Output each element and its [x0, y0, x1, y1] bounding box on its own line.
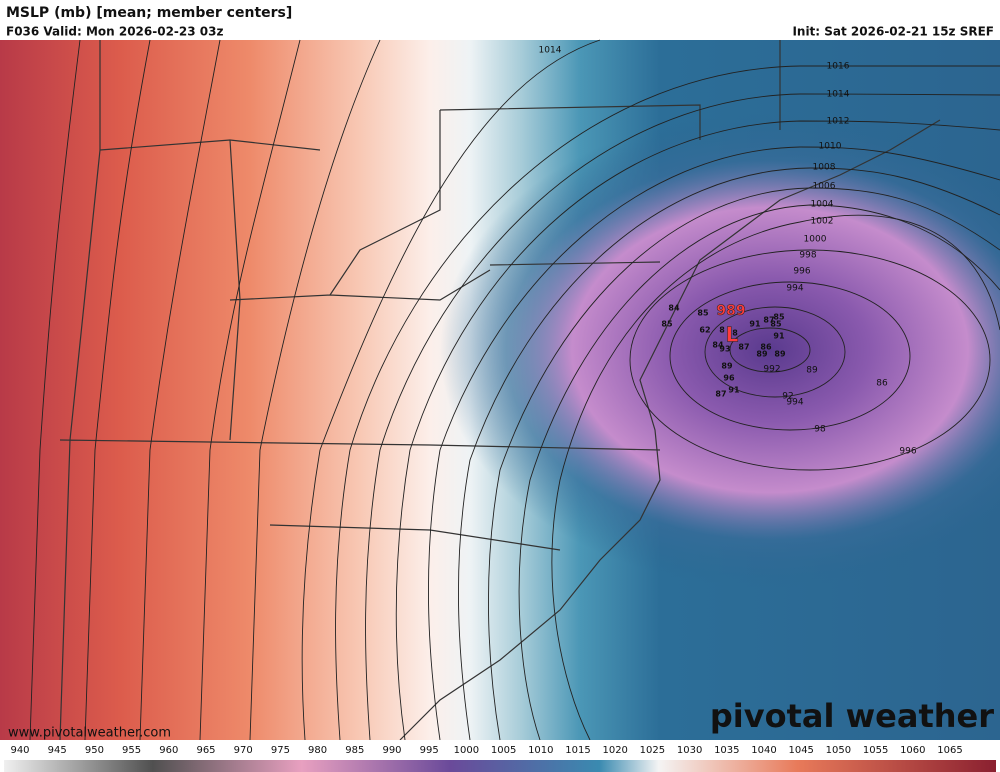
isobar-label: 1004	[811, 200, 834, 210]
colorbar-tick-label: 1055	[863, 745, 888, 756]
colorbar	[4, 760, 996, 772]
member-center: 84	[668, 304, 680, 313]
colorbar-tick-label: 1050	[826, 745, 851, 756]
colorbar-tick-label: 1030	[677, 745, 702, 756]
isobar-label: 994	[786, 284, 803, 294]
isobar-label: 92	[782, 392, 793, 402]
init-time: Init: Sat 2026-02-21 15z SREF	[792, 25, 994, 39]
colorbar-tick-label: 1035	[714, 745, 739, 756]
member-center: 89	[721, 362, 733, 371]
member-center: 85	[661, 320, 673, 329]
member-center: 89	[774, 350, 786, 359]
logo: pivotal weather	[710, 697, 994, 735]
member-center: 96	[723, 374, 735, 383]
colorbar-tick-label: 1005	[491, 745, 516, 756]
colorbar-tick-label: 945	[48, 745, 67, 756]
valid-time: F036 Valid: Mon 2026-02-23 03z	[6, 25, 223, 39]
isobars	[29, 39, 1000, 741]
isobar-label: 998	[799, 251, 816, 261]
colorbar-tick-label: 965	[196, 745, 215, 756]
member-center: 85	[697, 309, 709, 318]
colorbar-tick-label: 975	[271, 745, 290, 756]
colorbar-tick-label: 970	[234, 745, 253, 756]
colorbar-tick-label: 1010	[528, 745, 553, 756]
isobar-label: 1014	[539, 46, 562, 56]
isobar-label: 98	[814, 425, 826, 435]
isobar-label: 1010	[819, 142, 842, 152]
member-center: 85	[770, 320, 782, 329]
title: MSLP (mb) [mean; member centers]	[6, 5, 292, 21]
member-center: 84	[712, 341, 724, 350]
member-center: 8	[719, 326, 725, 335]
colorbar-tick-label: 1000	[454, 745, 479, 756]
member-center: 85	[773, 313, 785, 322]
member-center: 89	[756, 350, 768, 359]
member-center: 87	[738, 343, 749, 352]
colorbar-tick-label: 990	[382, 745, 401, 756]
isobar-label: 86	[876, 379, 888, 389]
colorbar-tick-label: 985	[345, 745, 364, 756]
member-center: 8	[732, 329, 738, 338]
member-center: 62	[699, 326, 710, 335]
colorbar-tick-label: 1060	[900, 745, 925, 756]
isobar-label: 992	[763, 365, 780, 375]
isobar-label: 1012	[827, 117, 850, 127]
member-center: 91	[773, 332, 785, 341]
isobar-label: 1000	[804, 235, 827, 245]
colorbar-tick-label: 1040	[751, 745, 776, 756]
member-center: 87	[763, 316, 774, 325]
isobar-label: 89	[806, 366, 818, 376]
borders	[59, 40, 941, 741]
isobar-label: 1006	[813, 182, 836, 192]
isobar-label: 1008	[813, 163, 836, 173]
colorbar-tick-label: 1025	[640, 745, 665, 756]
colorbar-tick-label: 980	[308, 745, 327, 756]
member-center: 93	[719, 345, 730, 354]
isobar-label: 1016	[827, 62, 850, 72]
member-center: 86	[760, 343, 772, 352]
member-center: 91	[728, 386, 740, 395]
colorbar-tick-label: 960	[159, 745, 178, 756]
isobar-label: 996	[899, 447, 916, 457]
low-symbol: L	[726, 323, 739, 347]
colorbar-tick-label: 1015	[565, 745, 590, 756]
colorbar-tick-label: 995	[420, 745, 439, 756]
isobar-label: 996	[793, 267, 810, 277]
colorbar-tick-label: 955	[122, 745, 141, 756]
member-center: 91	[749, 320, 761, 329]
isobar-label: 994	[786, 398, 803, 408]
colorbar-tick-label: 1020	[602, 745, 627, 756]
member-center: 87	[715, 390, 726, 399]
isobar-label: 1014	[827, 90, 850, 100]
low-pressure-value: 989	[716, 303, 745, 319]
isobar-label: 1002	[811, 217, 834, 227]
colorbar-tick-label: 1045	[788, 745, 813, 756]
colorbar-tick-label: 1065	[937, 745, 962, 756]
site-url: www.pivotalweather.com	[8, 726, 171, 741]
colorbar-tick-label: 950	[85, 745, 104, 756]
colorbar-tick-label: 940	[10, 745, 29, 756]
